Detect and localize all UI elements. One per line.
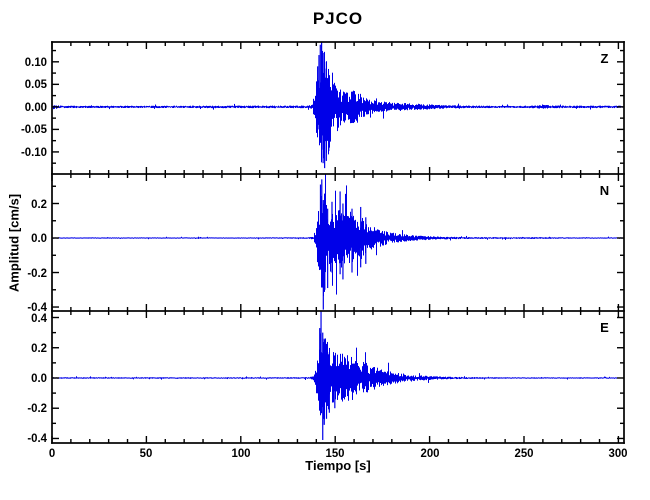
x-tick-label-100: 100	[231, 446, 251, 460]
figure-title: PJCO	[312, 9, 364, 28]
y-tick-label-E--0.4: -0.4	[27, 431, 47, 446]
x-axis-label: Tiempo [s]	[305, 458, 371, 473]
x-tick-label-200: 200	[420, 446, 440, 460]
y-tick-label-E-0.4: 0.4	[31, 310, 47, 325]
x-tick-label-150: 150	[325, 446, 345, 460]
y-tick-label-E-0.2: 0.2	[31, 340, 47, 355]
x-tick-label-250: 250	[514, 446, 534, 460]
panel-label-e: E	[600, 320, 609, 335]
y-tick-label-N-0.0: 0.0	[31, 231, 47, 245]
y-tick-label-N--0.4: -0.4	[27, 300, 47, 315]
y-tick-label-Z-0.00: 0.00	[24, 99, 47, 114]
panel-label-n: N	[599, 183, 610, 198]
y-tick-label-Z-0.05: 0.05	[24, 77, 47, 92]
panel-label-z: Z	[600, 51, 609, 66]
x-tick-label-300: 300	[608, 446, 628, 460]
x-tick-label-0: 0	[48, 446, 56, 460]
y-tick-label-N-0.2: 0.2	[31, 196, 47, 211]
y-tick-label-Z--0.05: -0.05	[21, 122, 47, 137]
y-tick-label-Z--0.10: -0.10	[21, 144, 47, 159]
y-tick-label-E-0.0: 0.0	[31, 370, 47, 385]
y-tick-label-N--0.2: -0.2	[27, 265, 47, 280]
y-tick-label-Z-0.10: 0.10	[24, 54, 47, 69]
y-tick-label-E--0.2: -0.2	[27, 401, 47, 416]
x-tick-label-50: 50	[140, 446, 153, 460]
